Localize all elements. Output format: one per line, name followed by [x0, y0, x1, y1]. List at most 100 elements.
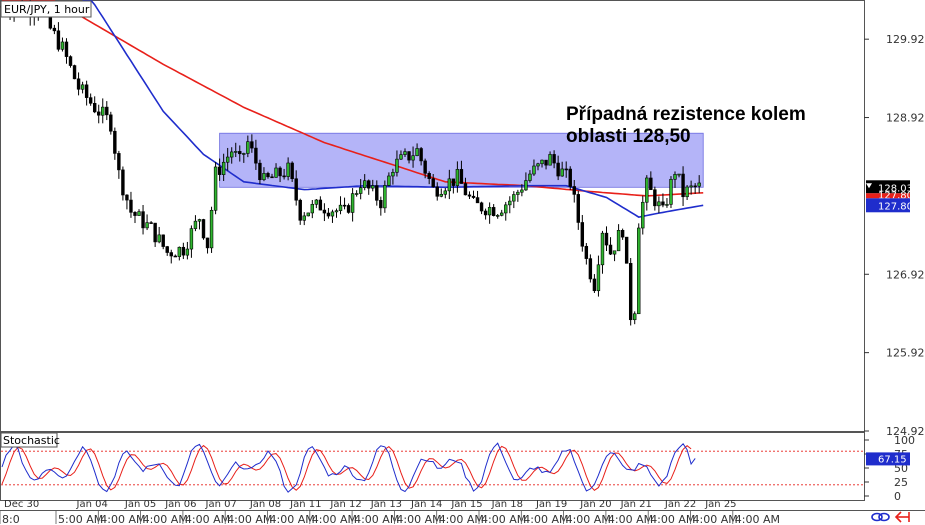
candle-body: [528, 173, 532, 181]
link-icon[interactable]: [871, 512, 890, 522]
candle-body: [125, 194, 129, 201]
date-axis-label: Jan 05: [124, 499, 156, 510]
candle-body: [72, 65, 77, 80]
candle-body: [133, 212, 137, 216]
candle-body: [274, 167, 278, 178]
candle-body: [113, 130, 117, 154]
candle-body: [52, 27, 57, 32]
candle-body: [608, 244, 613, 255]
stochastic-k-line: [1, 442, 696, 493]
date-axis-label: Jan 13: [370, 499, 402, 510]
stoch-axis-label: 0: [894, 490, 901, 503]
candle-body: [234, 151, 238, 153]
candle-body: [97, 111, 101, 116]
candle-body: [84, 84, 89, 98]
candle-body: [463, 183, 468, 196]
candle-body: [447, 178, 452, 192]
candle-body: [362, 180, 367, 188]
candle-body: [221, 161, 226, 175]
candle-body: [524, 180, 528, 191]
time-axis-label: 4:00 AM: [523, 513, 568, 525]
symbol-label-box: [0, 0, 92, 18]
candle-body: [439, 193, 443, 197]
main-pane-border: [0, 0, 865, 432]
stochastic-layer: [1, 442, 864, 493]
candle-body: [516, 191, 520, 195]
candle-body: [165, 246, 169, 253]
date-axis-label: Jan 15: [450, 499, 482, 510]
candle-body: [697, 182, 701, 187]
candle-body: [540, 159, 544, 165]
candle-body: [60, 41, 65, 50]
candle-body: [451, 178, 456, 186]
candle-body: [201, 219, 206, 239]
candle-body: [266, 173, 270, 178]
candle-body: [520, 189, 524, 193]
candle-body: [189, 228, 194, 250]
candle-body: [427, 173, 431, 179]
candle-body: [250, 141, 254, 149]
candle-body: [76, 78, 81, 90]
date-axis-label: Jan 12: [329, 499, 361, 510]
candle-body: [395, 158, 399, 173]
candle-body: [399, 154, 403, 160]
candle-body: [423, 160, 427, 174]
blue-moving-average-line: [82, 0, 704, 218]
candle-body: [117, 153, 121, 171]
candle-body: [645, 177, 649, 203]
candle-body: [572, 186, 576, 195]
candle-body: [141, 211, 145, 229]
candle-body: [504, 204, 508, 214]
candle-body: [596, 264, 601, 292]
candle-body: [185, 248, 190, 256]
candle-body: [286, 162, 290, 177]
candle-body: [604, 232, 609, 246]
price-axis-label: 128.92: [886, 112, 925, 125]
candle-body: [161, 234, 165, 247]
candle-body: [491, 207, 496, 216]
date-axis-label: Jan 04: [76, 499, 108, 510]
candle-body: [209, 209, 214, 249]
candle-body: [157, 234, 161, 243]
candle-body: [342, 204, 347, 207]
candle-body: [544, 159, 548, 166]
candle-body: [310, 203, 315, 214]
candle-body: [225, 156, 230, 163]
candle-body: [169, 252, 173, 257]
candle-body: [246, 141, 250, 154]
candle-body: [254, 147, 258, 164]
time-axis-label: 4:00 AM: [735, 513, 780, 525]
candle-body: [92, 103, 97, 113]
candle-body: [411, 155, 415, 161]
arrow-icon[interactable]: [894, 511, 910, 523]
candle-body: [624, 236, 629, 264]
red-ma-value: 127.80: [878, 190, 913, 201]
candle-body: [657, 201, 661, 207]
candle-body: [358, 187, 363, 194]
candle-body: [306, 212, 310, 217]
time-axis-label: 4:00 AM: [650, 513, 695, 525]
candle-body: [500, 212, 504, 216]
date-axis-label: Jan 06: [164, 499, 196, 510]
candle-body: [177, 246, 182, 257]
candle-body: [455, 169, 460, 186]
candle-body: [588, 258, 593, 280]
candle-body: [80, 84, 85, 90]
date-axis-label: Jan 20: [579, 499, 611, 510]
candle-body: [435, 186, 439, 197]
time-axis-label: 5:00 AM: [58, 513, 103, 525]
date-axis-label: Jan 19: [535, 499, 567, 510]
candle-body: [637, 227, 641, 315]
candle-body: [294, 178, 298, 201]
candle-body: [346, 205, 351, 213]
candle-body: [383, 185, 387, 209]
date-axis-label: Jan 21: [620, 499, 652, 510]
candle-body: [213, 166, 218, 211]
stoch-axis-label: 100: [894, 434, 915, 447]
candle-body: [560, 168, 564, 177]
candle-body: [338, 204, 343, 211]
candle-body: [322, 209, 327, 214]
candle-body: [298, 199, 302, 221]
candle-body: [258, 162, 262, 181]
candle-body: [121, 169, 125, 196]
